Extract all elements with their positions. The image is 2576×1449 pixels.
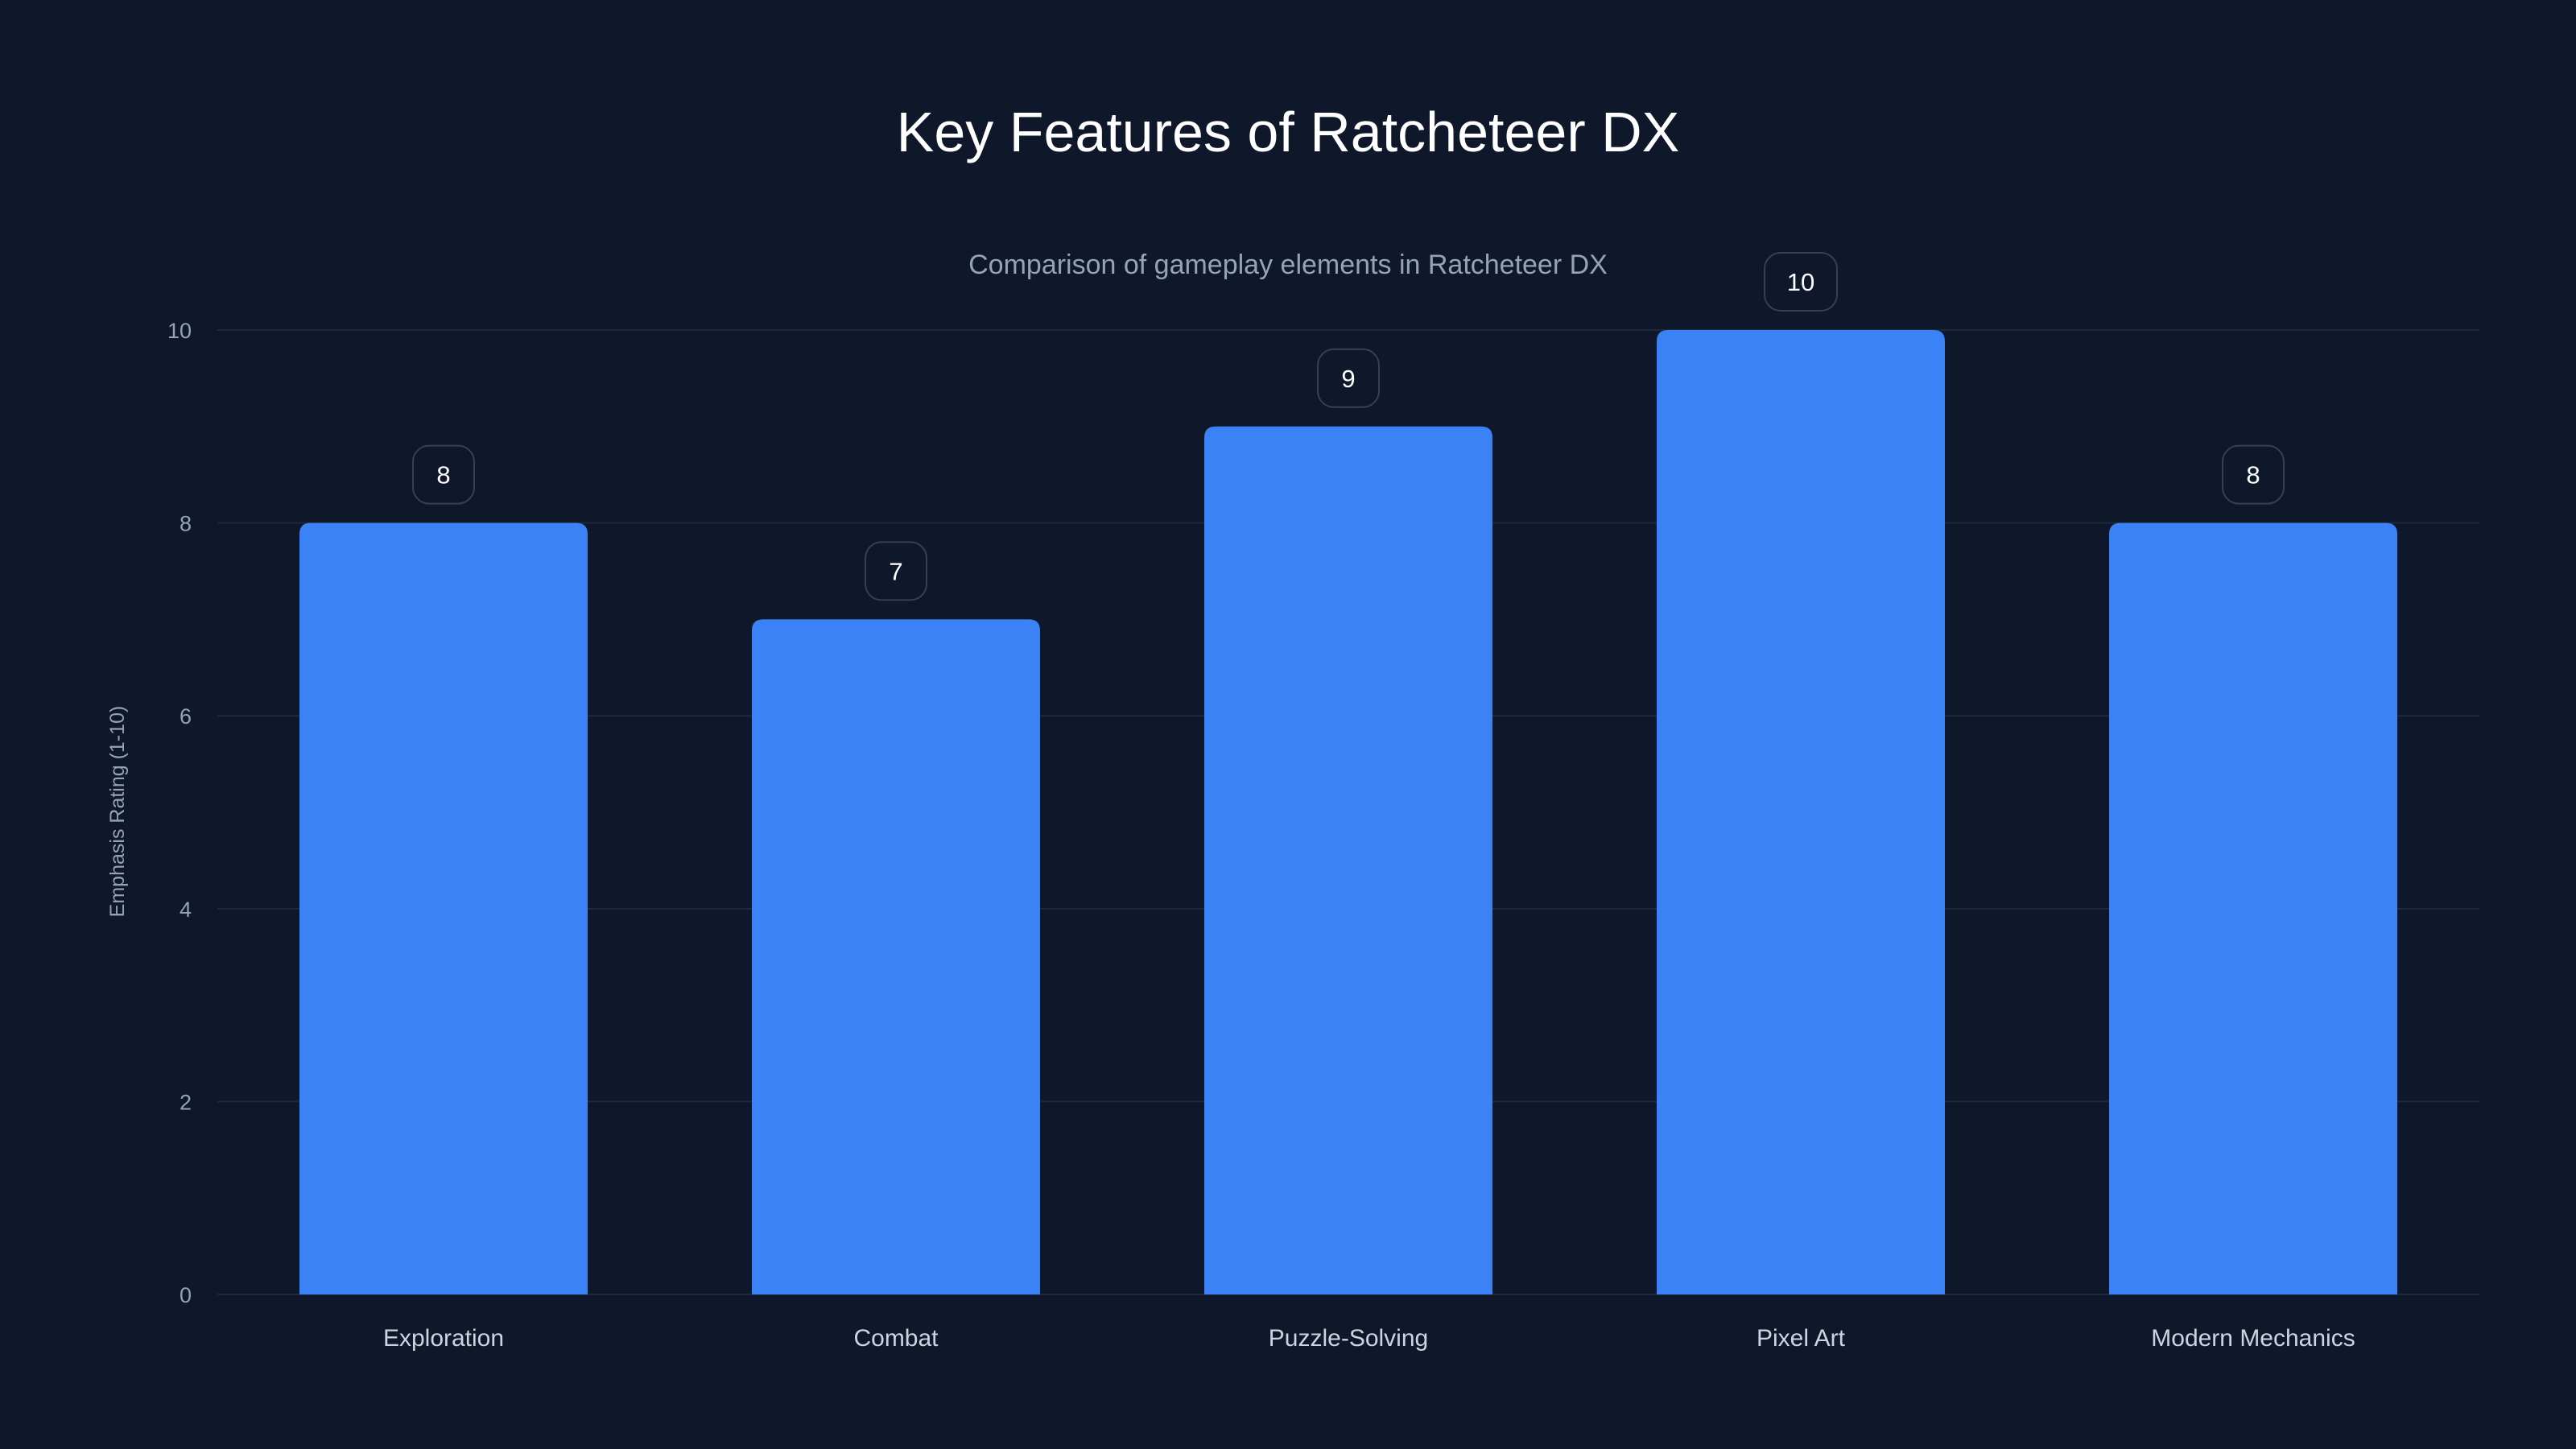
data-label-box bbox=[412, 444, 475, 505]
y-tick-label: 0 bbox=[180, 1283, 192, 1307]
bar bbox=[1204, 426, 1492, 1294]
bar bbox=[299, 522, 588, 1294]
bar bbox=[1657, 330, 1945, 1294]
x-tick-label: Exploration bbox=[383, 1325, 504, 1352]
x-tick-label: Modern Mechanics bbox=[2151, 1325, 2355, 1352]
bar bbox=[2109, 522, 2397, 1294]
y-tick-label: 6 bbox=[180, 704, 192, 729]
data-label-box bbox=[2222, 444, 2285, 505]
data-label: 8 bbox=[2246, 461, 2260, 489]
y-tick-label: 10 bbox=[167, 319, 192, 343]
x-tick-label: Puzzle-Solving bbox=[1269, 1325, 1428, 1352]
data-label: 9 bbox=[1341, 365, 1355, 393]
data-label-box bbox=[865, 541, 927, 601]
data-label-box bbox=[1317, 348, 1380, 408]
bar bbox=[752, 619, 1040, 1294]
y-tick-label: 8 bbox=[180, 512, 192, 536]
data-label: 7 bbox=[889, 557, 902, 585]
y-tick-label: 4 bbox=[180, 898, 192, 922]
y-tick-label: 2 bbox=[180, 1090, 192, 1114]
x-tick-label: Pixel Art bbox=[1757, 1325, 1846, 1352]
data-label: 10 bbox=[1787, 268, 1814, 296]
chart-title: Key Features of Ratcheteer DX bbox=[897, 101, 1680, 163]
data-label: 8 bbox=[436, 461, 450, 489]
data-label-box bbox=[1764, 252, 1838, 312]
chart-subtitle: Comparison of gameplay elements in Ratch… bbox=[968, 250, 1608, 280]
x-tick-label: Combat bbox=[853, 1325, 939, 1352]
y-axis-label: Emphasis Rating (1-10) bbox=[106, 706, 129, 918]
